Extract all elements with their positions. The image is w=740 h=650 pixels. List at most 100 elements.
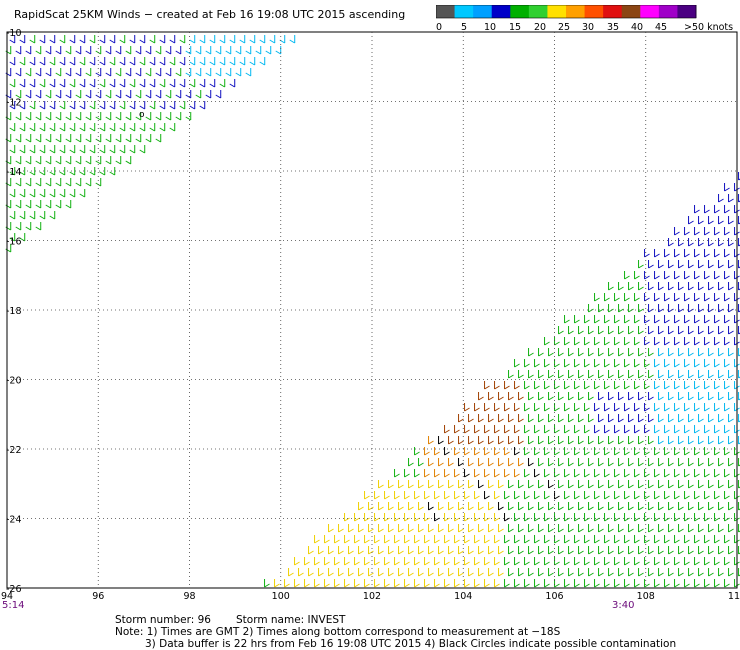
wind-barb (738, 216, 740, 225)
wind-barb (604, 469, 610, 478)
wind-barb (189, 57, 196, 66)
wind-barb (664, 579, 670, 588)
wind-barb (634, 381, 640, 390)
wind-barb (35, 156, 42, 165)
wind-barb (578, 524, 584, 533)
wind-barb (558, 502, 564, 511)
wind-barb (89, 123, 96, 132)
wind-barb (404, 535, 410, 544)
wind-barb (448, 524, 454, 533)
wind-barb (694, 271, 700, 280)
wind-barb (694, 337, 700, 346)
wind-barb (169, 79, 176, 88)
wind-barb (119, 101, 126, 110)
wind-barb (604, 293, 610, 302)
wind-barb (5, 200, 12, 209)
wind-barb (698, 458, 704, 467)
wind-barb (514, 535, 520, 544)
wind-barb (458, 568, 464, 577)
wind-barb (608, 458, 614, 467)
wind-barb (29, 145, 36, 154)
wind-barb (648, 304, 654, 313)
wind-barb (25, 222, 32, 231)
wind-barb (508, 392, 514, 401)
wind-barb (664, 293, 670, 302)
wind-barb (45, 46, 52, 55)
wind-barb (199, 57, 206, 66)
wind-barb (718, 436, 724, 445)
wind-barb (338, 524, 344, 533)
wind-barb (668, 260, 674, 269)
wind-barb (205, 46, 212, 55)
wind-barb (624, 447, 630, 456)
wind-barb (728, 238, 734, 247)
wind-barb (574, 359, 580, 368)
wind-barb (99, 123, 106, 132)
wind-barb (314, 535, 320, 544)
wind-barb (474, 403, 480, 412)
wind-barb (358, 502, 364, 511)
wind-barb (85, 68, 92, 77)
wind-barb (119, 35, 126, 44)
wind-barb (638, 436, 644, 445)
wind-barb (125, 156, 132, 165)
wind-barb (454, 425, 460, 434)
wind-barb (159, 35, 166, 44)
wind-barb (189, 101, 196, 110)
wind-barb (688, 348, 694, 357)
wind-barb (528, 568, 534, 577)
wind-barb (524, 359, 530, 368)
colorbar-swatch (473, 5, 493, 18)
wind-barb (558, 326, 564, 335)
wind-barb (229, 35, 236, 44)
wind-barb (564, 469, 570, 478)
wind-barb (688, 216, 694, 225)
wind-barb (614, 447, 620, 456)
wind-barb (588, 458, 594, 467)
wind-barb (658, 370, 664, 379)
wind-barb (738, 194, 740, 203)
wind-barb (155, 46, 162, 55)
wind-barb (614, 293, 620, 302)
wind-barb (604, 579, 610, 588)
wind-barb (374, 579, 380, 588)
wind-barb (544, 403, 550, 412)
wind-barb (604, 513, 610, 522)
wind-barb (738, 326, 740, 335)
wind-barb (638, 282, 644, 291)
wind-barb (668, 326, 674, 335)
wind-barb (348, 546, 354, 555)
wind-barb (494, 579, 500, 588)
wind-barb (484, 403, 490, 412)
wind-barb (155, 90, 162, 99)
wind-barb (674, 227, 680, 236)
wind-barb (524, 491, 530, 500)
wind-barb (738, 524, 740, 533)
wind-barb (444, 557, 450, 566)
wind-barb (658, 436, 664, 445)
wind-barb (584, 469, 590, 478)
wind-barb (668, 546, 674, 555)
wind-barb (105, 90, 112, 99)
wind-barb (45, 200, 52, 209)
wind-barb (718, 480, 724, 489)
wind-barb (5, 112, 12, 121)
lat-tick-label: -26 (6, 584, 22, 595)
wind-barb (364, 579, 370, 588)
wind-barb (678, 238, 684, 247)
wind-barb (79, 167, 86, 176)
wind-barb (714, 315, 720, 324)
colorbar-swatch (584, 5, 604, 18)
wind-barb (484, 425, 490, 434)
wind-barb (548, 546, 554, 555)
wind-barb (558, 370, 564, 379)
wind-barb (39, 167, 46, 176)
wind-barb (548, 414, 554, 423)
wind-barb (648, 370, 654, 379)
wind-barb (49, 145, 56, 154)
wind-barb (708, 458, 714, 467)
wind-barb (594, 315, 600, 324)
wind-barb (704, 491, 710, 500)
wind-barb (578, 348, 584, 357)
wind-barb (109, 79, 116, 88)
